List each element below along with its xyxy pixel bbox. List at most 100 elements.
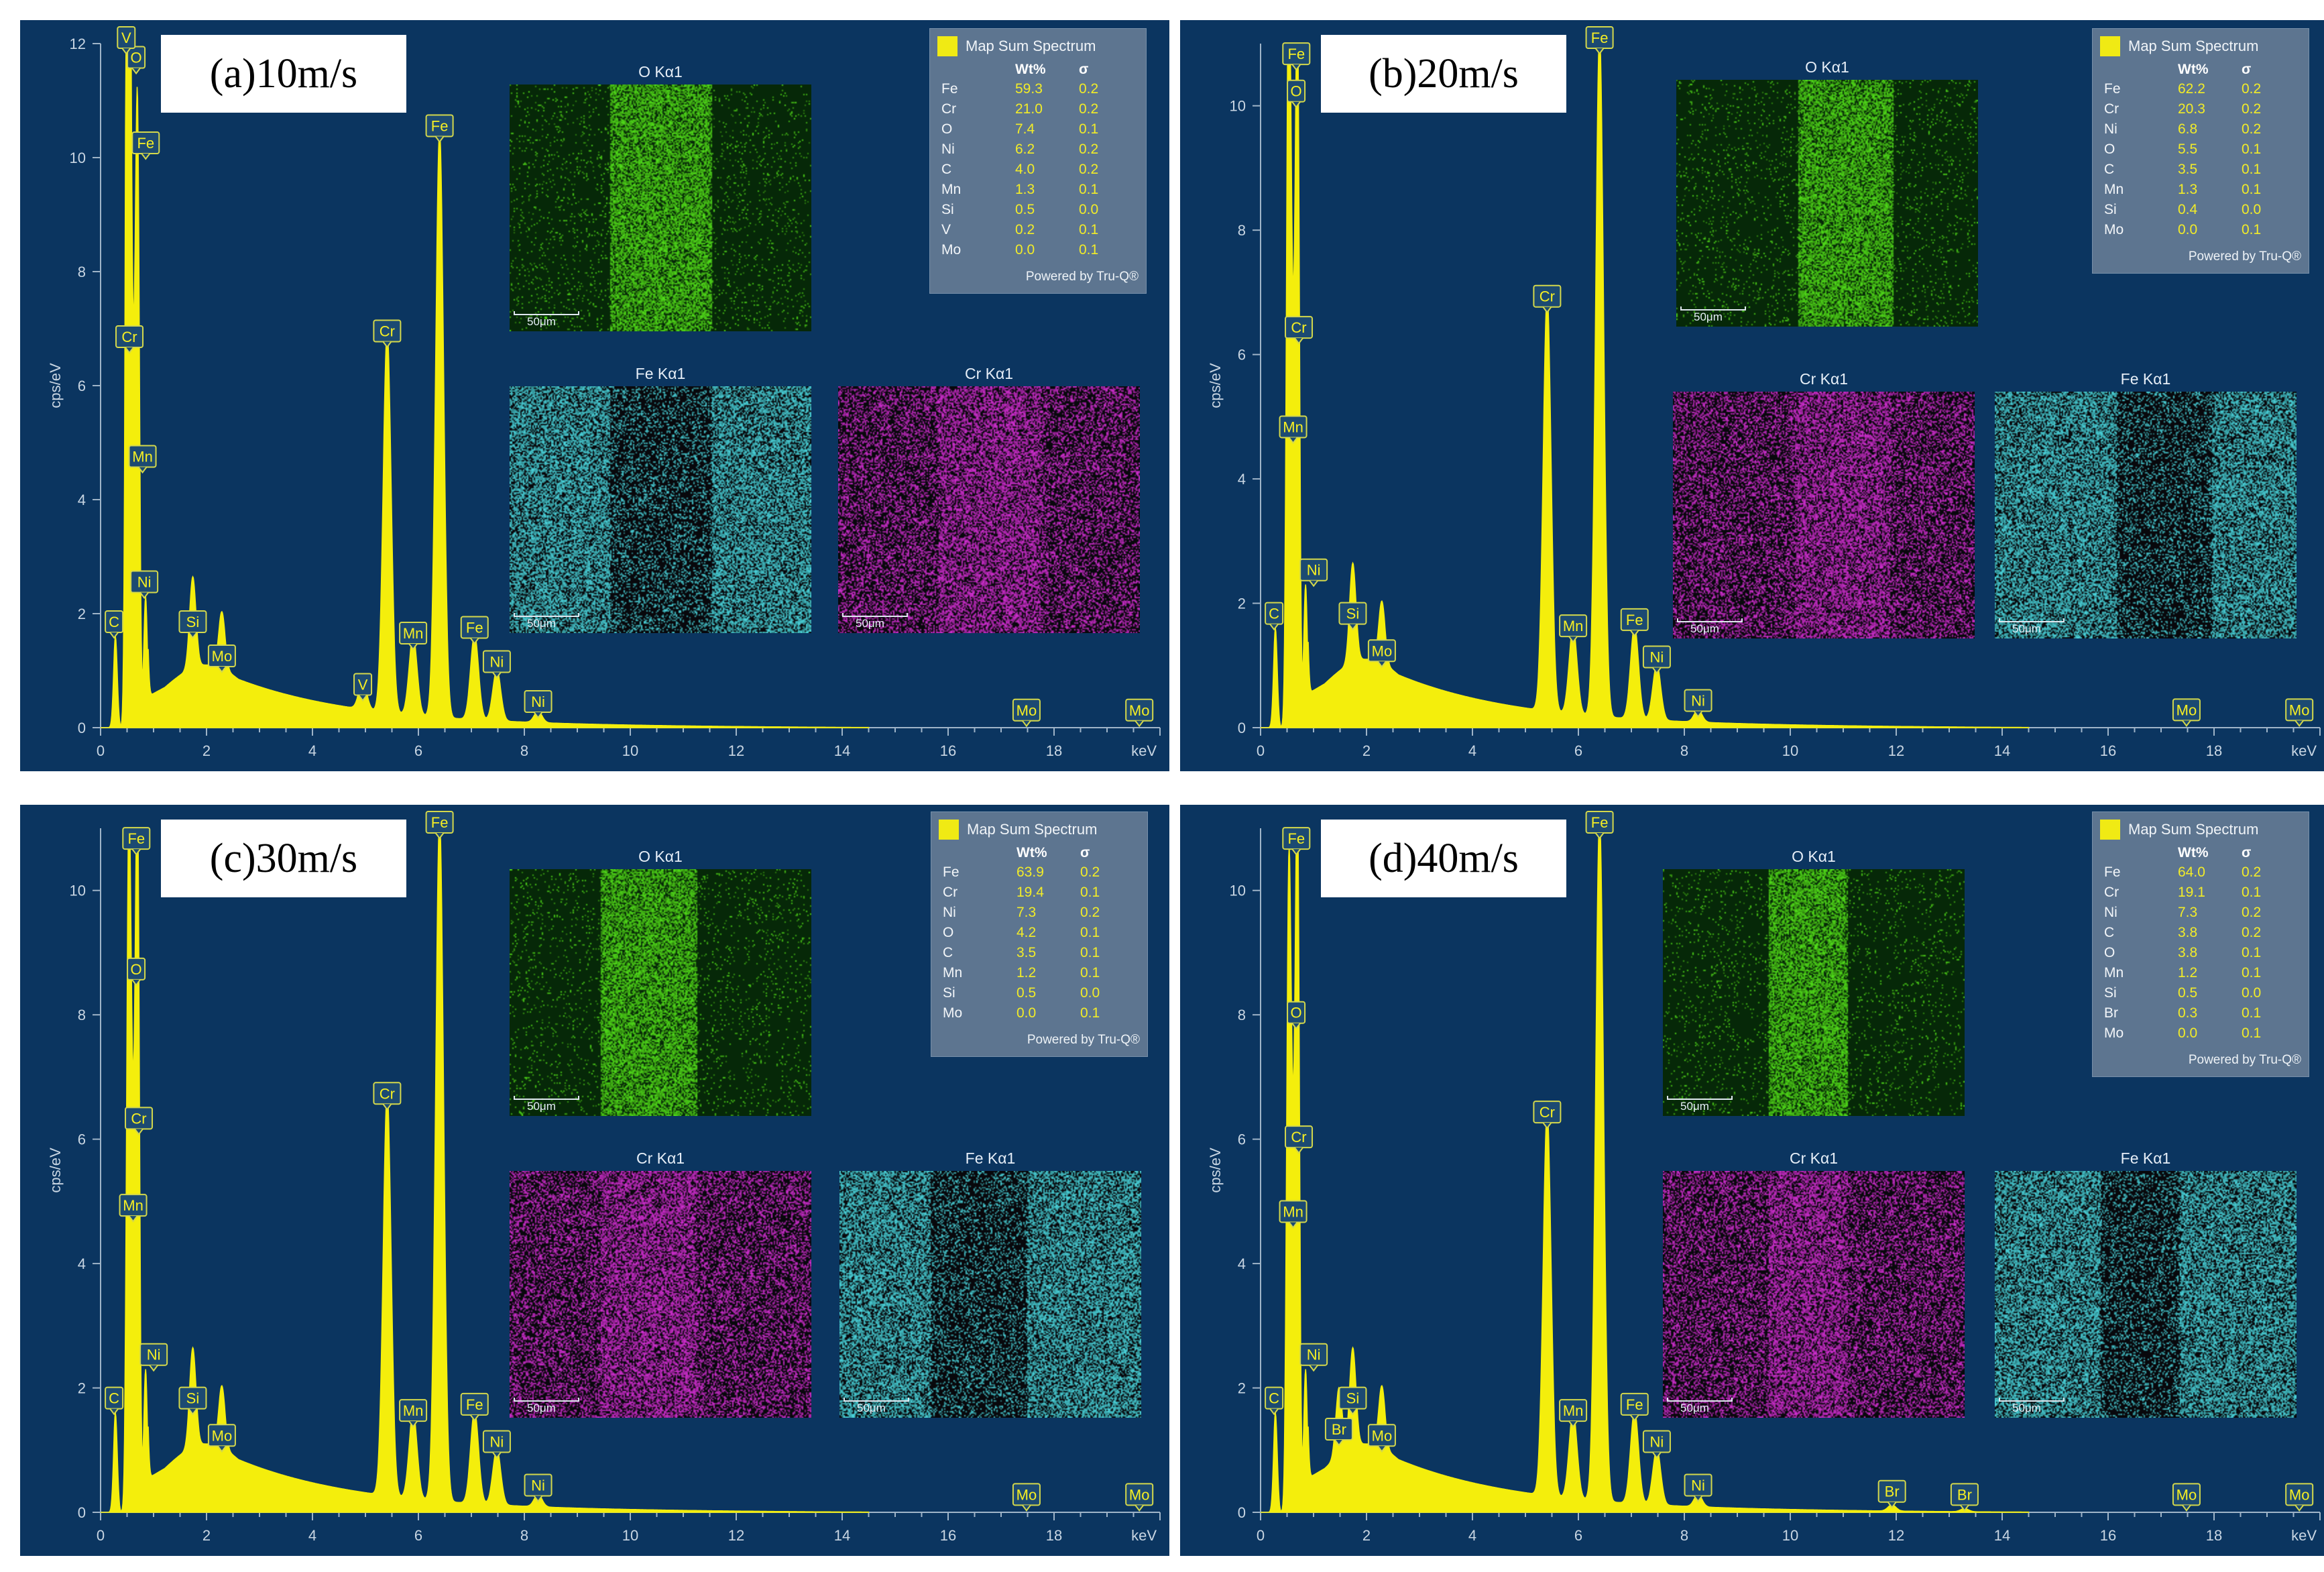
element-sigma: 0.2 <box>1080 864 1100 880</box>
composition-row: Si 0.5 0.0 <box>2104 983 2282 1003</box>
x-tick-label: 18 <box>1046 1527 1062 1544</box>
element-sigma: 0.1 <box>1080 945 1100 960</box>
composition-row: Cr 19.4 0.1 <box>943 883 1120 903</box>
x-axis-label: keV <box>2291 742 2317 759</box>
peak-label-pointer <box>2182 1504 2191 1512</box>
peak-label-text: Cr <box>1539 288 1555 305</box>
peak-label-pointer <box>188 1408 198 1416</box>
element-sigma: 0.0 <box>1079 202 1099 217</box>
peak-label-text: Mo <box>1372 642 1393 659</box>
element-map-image <box>838 386 1140 633</box>
element-name: V <box>941 222 951 237</box>
peak-label-Ni: Ni <box>482 1430 511 1459</box>
element-wt: 3.5 <box>2178 162 2198 177</box>
y-tick-label: 6 <box>1238 347 1246 363</box>
element-sigma: 0.2 <box>2242 101 2262 117</box>
powered-by: Powered by Tru-Q® <box>2188 249 2301 264</box>
x-tick-label: 6 <box>1574 1527 1582 1544</box>
peak-label-box <box>178 1386 207 1410</box>
panel-caption: (a)10m/s <box>161 35 406 113</box>
peak-label-text: Cr <box>380 1085 395 1102</box>
peak-label-text: V <box>358 677 368 693</box>
scale-bar: 50μm <box>1999 1398 2065 1415</box>
element-wt: 0.0 <box>1016 1005 1037 1021</box>
element-name: Ni <box>943 905 956 920</box>
element-map-image <box>510 386 811 633</box>
legend-title: Map Sum Spectrum <box>967 821 1098 838</box>
peak-label-Cr: Cr <box>115 325 144 354</box>
peak-label-Fe: Fe <box>122 827 151 856</box>
peak-label-Ni: Ni <box>1684 689 1712 718</box>
peak-label-text: Br <box>1957 1486 1972 1503</box>
peak-label-O: O <box>127 46 146 75</box>
peak-label-Mo: Mo <box>1125 1483 1154 1512</box>
x-tick-label: 4 <box>308 1527 316 1544</box>
peak-label-pointer <box>188 632 198 639</box>
element-map-fe: Fe Kα1 50μm <box>1995 369 2297 638</box>
y-tick-label: 4 <box>78 1255 86 1272</box>
scale-bar: 50μm <box>1999 618 2065 636</box>
element-wt: 0.0 <box>1015 242 1035 258</box>
element-map-fe: Fe Kα1 50μm <box>510 363 811 633</box>
peak-label-text: Mo <box>212 648 233 665</box>
element-sigma: 0.2 <box>1080 905 1100 920</box>
element-map-title: Fe Kα1 <box>635 365 686 382</box>
peak-label-text: Cr <box>121 329 137 345</box>
peak-label-pointer <box>382 341 392 349</box>
map-sum-spectrum-box: Map Sum Spectrum Wt% σ Fe 59.3 0.2 Cr 21.0 0.2 O 7… <box>929 28 1147 294</box>
element-name: Cr <box>2104 885 2119 900</box>
element-wt: 64.0 <box>2178 864 2205 880</box>
element-wt: 0.2 <box>1015 222 1035 237</box>
y-axis-label: cps/eV <box>1207 1147 1224 1193</box>
peak-label-text: Mo <box>2176 1486 2197 1503</box>
element-map-image <box>510 1171 811 1418</box>
peak-label-Mo: Mo <box>1125 698 1154 728</box>
peak-label-box <box>105 1386 124 1410</box>
x-tick-label: 0 <box>1257 1527 1265 1544</box>
peak-label-text: Ni <box>1650 649 1664 666</box>
x-tick-label: 8 <box>520 1527 528 1544</box>
x-tick-label: 0 <box>97 1527 105 1544</box>
peak-label-text: Si <box>186 1390 200 1407</box>
peak-label-pointer <box>1291 848 1301 856</box>
composition-row: Si 0.5 0.0 <box>941 200 1119 220</box>
peak-label-Mo: Mo <box>207 1424 236 1453</box>
peak-label-box <box>1338 1386 1367 1410</box>
peak-label-pointer <box>137 466 148 474</box>
peak-label-Mn: Mn <box>1559 1399 1588 1428</box>
peak-label-pointer <box>2294 720 2304 728</box>
peak-label-Fe: Fe <box>425 811 454 840</box>
peak-label-Mn: Mn <box>1559 614 1588 643</box>
x-tick-label: 2 <box>1362 742 1371 759</box>
peak-label-O: O <box>1287 79 1306 109</box>
spectrum-legend: Map Sum Spectrum <box>931 811 1148 844</box>
peak-label-pointer <box>2182 720 2191 728</box>
y-tick-label: 4 <box>1238 471 1246 488</box>
peak-label-pointer <box>1652 1451 1662 1459</box>
y-tick-label: 6 <box>1238 1131 1246 1148</box>
element-map-title: Cr Kα1 <box>636 1149 685 1167</box>
map-sum-spectrum-box: Map Sum Spectrum Wt% σ Fe 62.2 0.2 Cr 20.3 0.2 Ni… <box>2092 28 2309 274</box>
x-tick-label: 12 <box>728 742 744 759</box>
peak-label-text: Mo <box>2176 701 2197 718</box>
element-sigma: 0.1 <box>2242 182 2262 197</box>
element-map-title: Cr Kα1 <box>1789 1149 1839 1167</box>
x-tick-label: 12 <box>1888 1527 1904 1544</box>
peak-label-pointer <box>358 694 367 702</box>
peak-label-text: Br <box>1885 1483 1900 1500</box>
peak-label-text: Ni <box>490 654 504 671</box>
peak-label-text: Si <box>1346 606 1360 622</box>
peak-label-Br: Br <box>1324 1418 1353 1447</box>
y-tick-label: 6 <box>78 1131 86 1148</box>
peak-label-Mo: Mo <box>1012 698 1041 728</box>
element-name: Fe <box>943 864 960 880</box>
element-map-title: Fe Kα1 <box>2120 1149 2171 1167</box>
y-tick-label: 10 <box>70 150 86 166</box>
column-header-sigma: σ <box>1080 845 1090 860</box>
scale-bar: 50μm <box>842 613 908 630</box>
peak-label-pointer <box>1348 1408 1358 1416</box>
element-map-cr: Cr Kα1 50μm <box>1673 369 1975 638</box>
element-wt: 7.3 <box>1016 905 1037 920</box>
element-wt: 0.4 <box>2178 202 2198 217</box>
y-tick-label: 10 <box>1230 98 1246 115</box>
